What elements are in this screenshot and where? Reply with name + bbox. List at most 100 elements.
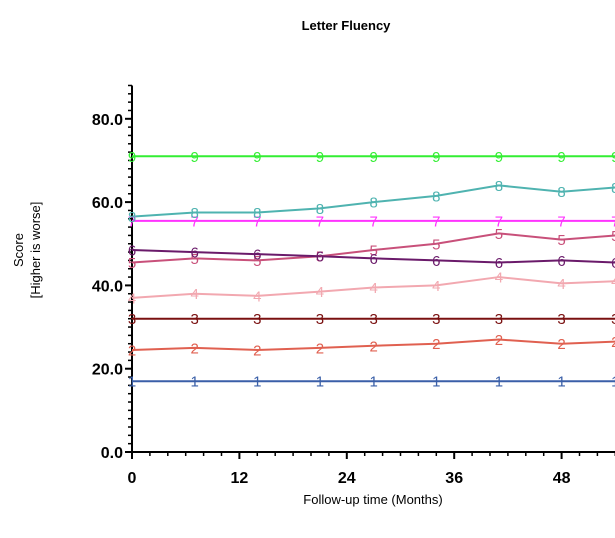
series-marker-1: 1 — [128, 374, 136, 391]
series-marker-8: 8 — [128, 209, 136, 226]
y-tick-label: 80.0 — [92, 112, 123, 129]
series-marker-8: 8 — [557, 184, 565, 201]
y-tick-label: 60.0 — [92, 195, 123, 212]
series-marker-8: 8 — [253, 205, 261, 222]
series-marker-6: 6 — [190, 245, 198, 262]
series-marker-7: 7 — [495, 213, 503, 230]
series-marker-9: 9 — [253, 149, 261, 166]
series-marker-7: 7 — [369, 213, 377, 230]
series-line-5 — [131, 232, 615, 264]
series-marker-7: 7 — [316, 213, 324, 230]
series-marker-6: 6 — [369, 251, 377, 268]
series-marker-8: 8 — [190, 205, 198, 222]
series-marker-3: 3 — [253, 311, 261, 328]
x-tick-label: 24 — [338, 470, 356, 487]
series-marker-4: 4 — [611, 274, 615, 291]
series-marker-2: 2 — [190, 340, 198, 357]
series-marker-2: 2 — [316, 340, 324, 357]
series-marker-5: 5 — [432, 236, 440, 253]
series-marker-9: 9 — [128, 149, 136, 166]
series-marker-7: 7 — [611, 213, 615, 230]
series-marker-8: 8 — [369, 195, 377, 212]
series-marker-3: 3 — [611, 311, 615, 328]
series-marker-8: 8 — [611, 180, 615, 197]
series-marker-5: 5 — [253, 253, 261, 270]
series-marker-4: 4 — [432, 278, 440, 295]
series-marker-3: 3 — [369, 311, 377, 328]
series-marker-1: 1 — [190, 374, 198, 391]
series-marker-4: 4 — [253, 288, 261, 305]
series-marker-5: 5 — [557, 232, 565, 249]
series-marker-9: 9 — [190, 149, 198, 166]
series-marker-2: 2 — [432, 336, 440, 353]
series-marker-8: 8 — [495, 178, 503, 195]
series-marker-2: 2 — [495, 332, 503, 349]
series-marker-3: 3 — [128, 311, 136, 328]
chart-title: Letter Fluency — [302, 18, 392, 33]
series-marker-9: 9 — [611, 149, 615, 166]
series-marker-6: 6 — [316, 249, 324, 266]
series-marker-4: 4 — [557, 276, 565, 293]
series-marker-5: 5 — [611, 228, 615, 245]
series-marker-2: 2 — [253, 342, 261, 359]
y-tick-label: 20.0 — [92, 362, 123, 379]
series-marker-1: 1 — [316, 374, 324, 391]
series-marker-1: 1 — [369, 374, 377, 391]
series-marker-1: 1 — [253, 374, 261, 391]
series-marker-6: 6 — [432, 253, 440, 270]
series-marker-9: 9 — [316, 149, 324, 166]
series-marker-9: 9 — [369, 149, 377, 166]
series-marker-5: 5 — [190, 251, 198, 268]
series-marker-2: 2 — [557, 336, 565, 353]
x-tick-label: 36 — [445, 470, 463, 487]
series-marker-9: 9 — [495, 149, 503, 166]
series-marker-8: 8 — [432, 188, 440, 205]
series-marker-7: 7 — [190, 213, 198, 230]
series-marker-4: 4 — [128, 290, 136, 307]
series-marker-1: 1 — [495, 374, 503, 391]
series-marker-6: 6 — [495, 255, 503, 272]
series-marker-2: 2 — [611, 334, 615, 351]
series-line-6 — [131, 248, 615, 264]
x-axis-label: Follow-up time (Months) — [303, 492, 442, 507]
x-tick-label: 12 — [231, 470, 249, 487]
series-line-2 — [131, 338, 615, 351]
series-marker-7: 7 — [432, 213, 440, 230]
series-marker-3: 3 — [557, 311, 565, 328]
series-marker-6: 6 — [557, 253, 565, 270]
y-axis-label: Score — [11, 233, 26, 267]
series-marker-7: 7 — [128, 213, 136, 230]
axes: 0.020.040.060.080.001224364860 — [92, 84, 615, 487]
series-marker-9: 9 — [557, 149, 565, 166]
y-axis-label-note: [Higher is worse] — [28, 202, 43, 299]
series-marker-4: 4 — [495, 270, 503, 287]
series-marker-2: 2 — [128, 342, 136, 359]
x-tick-label: 48 — [553, 470, 571, 487]
series-lines — [131, 155, 615, 383]
y-axis-title: Score [Higher is worse] — [11, 202, 43, 299]
series-marker-5: 5 — [316, 249, 324, 266]
series-marker-3: 3 — [432, 311, 440, 328]
y-tick-label: 0.0 — [101, 445, 123, 462]
series-marker-6: 6 — [253, 247, 261, 264]
series-marker-3: 3 — [316, 311, 324, 328]
series-line-4 — [131, 276, 615, 299]
series-marker-7: 7 — [253, 213, 261, 230]
series-marker-8: 8 — [316, 201, 324, 218]
series-marker-7: 7 — [557, 213, 565, 230]
series-marker-5: 5 — [369, 242, 377, 259]
series-line-8 — [131, 184, 615, 218]
series-markers: 1111111111222222222233333333334444444444… — [128, 149, 615, 391]
series-marker-6: 6 — [611, 255, 615, 272]
series-marker-9: 9 — [432, 149, 440, 166]
series-marker-4: 4 — [190, 286, 198, 303]
series-marker-3: 3 — [190, 311, 198, 328]
series-marker-6: 6 — [128, 242, 136, 259]
y-tick-label: 40.0 — [92, 278, 123, 295]
series-marker-5: 5 — [495, 226, 503, 243]
series-marker-5: 5 — [128, 255, 136, 272]
series-marker-4: 4 — [369, 280, 377, 297]
x-tick-label: 0 — [128, 470, 137, 487]
series-marker-1: 1 — [557, 374, 565, 391]
